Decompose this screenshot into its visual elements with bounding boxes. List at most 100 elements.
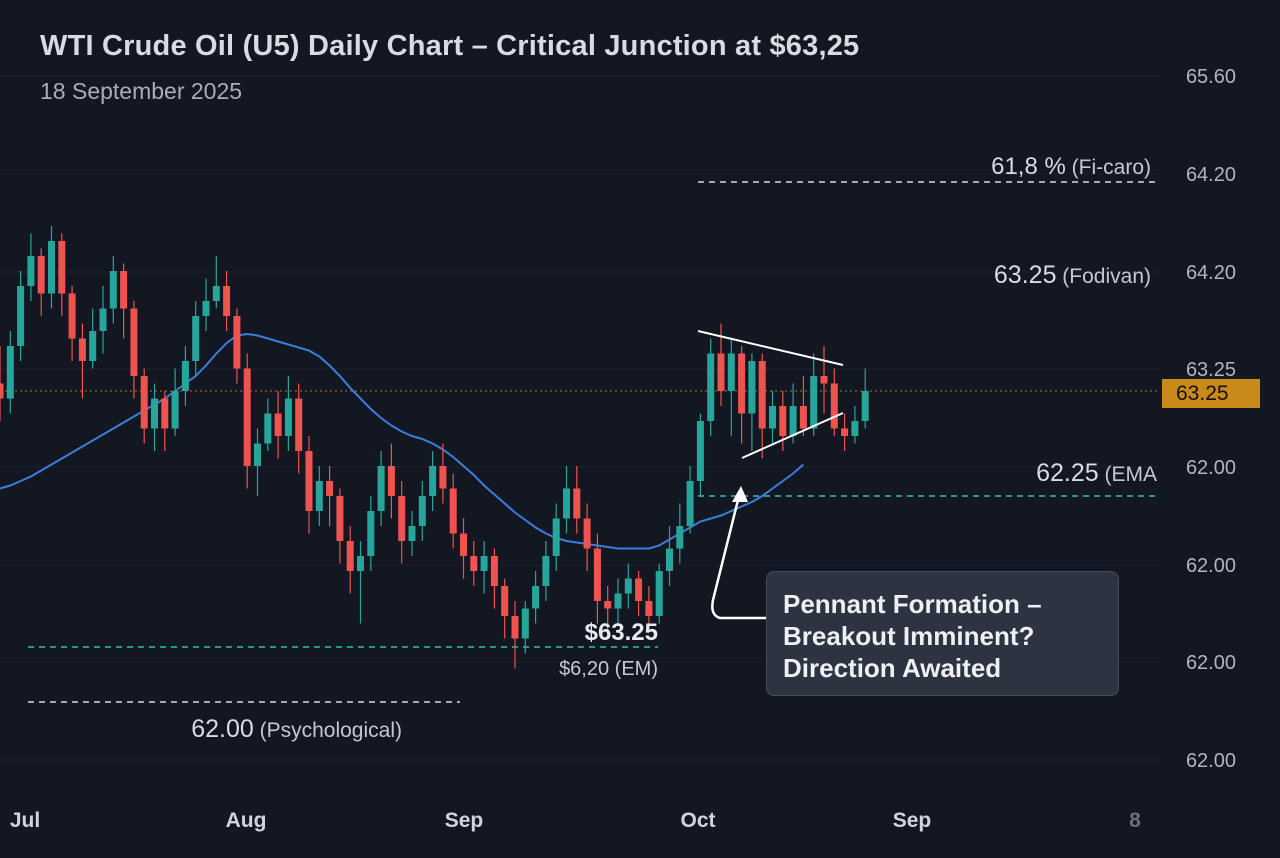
candle-body: [738, 354, 745, 414]
candle-body: [100, 309, 107, 332]
candle: [48, 226, 55, 309]
candle-body: [89, 331, 96, 361]
candle-body: [501, 586, 508, 616]
candle: [450, 474, 457, 549]
chart-title: WTI Crude Oil (U5) Daily Chart – Critica…: [40, 30, 859, 63]
candle: [728, 339, 735, 437]
candle: [264, 399, 271, 452]
candle-body: [676, 526, 683, 549]
candle-body: [79, 339, 86, 362]
candle: [58, 234, 65, 317]
callout-arrow: [712, 486, 766, 618]
x-axis[interactable]: Jul Aug Sep Oct Sep 8: [10, 809, 1141, 832]
candle: [336, 489, 343, 564]
candle: [316, 466, 323, 526]
x-tick-label: Aug: [226, 809, 267, 832]
candle-body: [357, 556, 364, 571]
chart-subtitle: 18 September 2025: [40, 78, 242, 105]
candle-body: [306, 451, 313, 511]
candle-body: [831, 384, 838, 429]
x-tick-label: Oct: [680, 809, 715, 832]
candle: [831, 369, 838, 437]
candle: [120, 264, 127, 339]
x-tick-label: Sep: [893, 809, 932, 832]
candle-body: [295, 399, 302, 452]
candle: [275, 391, 282, 459]
candle-body: [69, 294, 76, 339]
candle: [69, 286, 76, 361]
candle: [89, 309, 96, 369]
candle: [38, 249, 45, 317]
callout-line-2: Breakout Imminent?: [783, 620, 1102, 652]
candle: [841, 414, 848, 452]
candle-body: [542, 556, 549, 586]
candle-body: [851, 421, 858, 436]
candle-body: [161, 399, 168, 429]
candle: [388, 444, 395, 519]
candle-body: [790, 406, 797, 436]
candle-body: [532, 586, 539, 609]
candle: [687, 466, 694, 534]
candle: [563, 466, 570, 534]
candle: [213, 256, 220, 309]
candle-body: [336, 496, 343, 541]
candle: [769, 391, 776, 444]
candle: [161, 391, 168, 451]
candle-body: [233, 316, 240, 369]
candle-body: [367, 511, 374, 556]
candle-body: [27, 256, 34, 286]
candle: [460, 519, 467, 579]
dollar-level-sublabel: $6,20 (EM): [559, 658, 658, 680]
candle: [429, 451, 436, 511]
candle: [584, 504, 591, 572]
candle-body: [151, 399, 158, 429]
candle: [666, 526, 673, 586]
candle: [326, 466, 333, 526]
candle-body: [779, 406, 786, 436]
candle-body: [192, 316, 199, 361]
candle: [748, 354, 755, 452]
candle-body: [460, 534, 467, 557]
candle: [851, 406, 858, 444]
candle: [522, 601, 529, 654]
y-tick-label: 62.00: [1186, 555, 1236, 577]
candle: [759, 354, 766, 459]
candle-body: [625, 579, 632, 594]
candle: [357, 541, 364, 624]
candle-body: [470, 556, 477, 571]
candle-body: [244, 369, 251, 467]
candle: [676, 504, 683, 564]
candle: [7, 331, 14, 414]
y-tick-label: 64.20: [1186, 262, 1236, 284]
candle-body: [203, 301, 210, 316]
candle: [306, 436, 313, 534]
candle-body: [326, 481, 333, 496]
candle: [141, 369, 148, 444]
candle: [398, 481, 405, 564]
candle-body: [141, 376, 148, 429]
candle: [573, 466, 580, 534]
y-tick-label: 62.00: [1186, 652, 1236, 674]
candle: [594, 534, 601, 624]
candle: [409, 511, 416, 556]
chart-area[interactable]: 61,8 % (Fi-caro) 63.25 (Fodivan) 62.25 (EM…: [0, 0, 1280, 853]
pennant-pattern: [698, 331, 843, 458]
candle: [862, 369, 869, 429]
candle-body: [707, 354, 714, 422]
y-axis[interactable]: 65.60 64.20 64.20 63.25 62.00 62.00 62.00 62.00: [1186, 66, 1236, 772]
pennant-callout: Pennant Formation – Breakout Imminent? D…: [766, 571, 1119, 696]
x-tick-label: Sep: [445, 809, 484, 832]
callout-arrow-path: [712, 492, 766, 618]
candle-body: [522, 609, 529, 639]
candle-body: [409, 526, 416, 541]
dollar-level-label: $63.25: [585, 619, 658, 646]
candle-body: [17, 286, 24, 346]
candle: [419, 481, 426, 541]
candle-body: [398, 496, 405, 541]
candle-body: [810, 376, 817, 429]
candle-body: [264, 414, 271, 444]
chart-canvas[interactable]: 61,8 % (Fi-caro)63.25 (Fodivan)62.25 (EM…: [0, 0, 1280, 853]
x-tick-label: 8: [1129, 809, 1141, 832]
candle-body: [275, 414, 282, 437]
candle: [378, 451, 385, 526]
